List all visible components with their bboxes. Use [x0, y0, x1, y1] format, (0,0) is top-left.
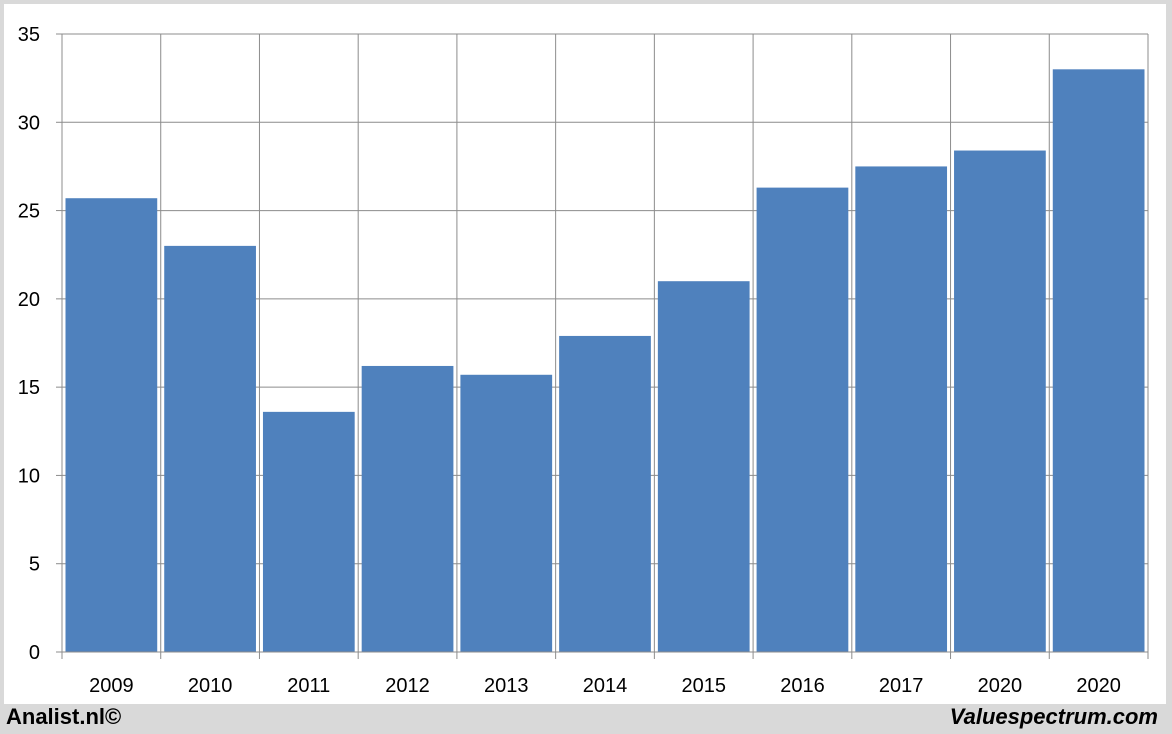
bar-2017-8	[855, 166, 948, 652]
y-tick-label: 15	[18, 377, 40, 399]
source-credit-left: Analist.nl©	[6, 704, 122, 729]
bar-2012-3	[361, 365, 454, 652]
x-tick-label: 2010	[188, 675, 233, 697]
bar-2009-0	[65, 198, 158, 652]
y-tick-label: 10	[18, 465, 40, 487]
bar-2015-6	[657, 281, 750, 652]
bar-2014-5	[559, 335, 651, 652]
axes	[56, 33, 1149, 659]
source-credit-right: Valuespectrum.com	[949, 704, 1158, 729]
x-tick-label: 2020	[978, 675, 1023, 697]
bar-2020-9	[954, 150, 1046, 652]
y-tick-label: 5	[29, 554, 40, 576]
x-tick-label: 2015	[681, 675, 726, 697]
y-tick-labels: 0 5 10 15 20 25 30 35	[18, 24, 40, 664]
x-tick-label: 2017	[879, 675, 924, 697]
y-tick-label: 25	[18, 201, 40, 223]
bars	[65, 69, 1145, 653]
x-tick-label: 2012	[385, 675, 430, 697]
y-tick-label: 0	[29, 642, 40, 664]
y-tick-label: 35	[18, 24, 40, 46]
x-tick-labels: 2009 2010 2011 2012 2013 2014 2015 2016 2017 2020…	[89, 675, 1121, 697]
x-tick-label: 2013	[484, 675, 529, 697]
x-tick-label: 2014	[583, 675, 628, 697]
bar-2020-10	[1052, 69, 1145, 653]
y-tick-label: 30	[18, 112, 40, 134]
y-tick-label: 20	[18, 289, 40, 311]
x-tick-label: 2016	[780, 675, 825, 697]
bar-2016-7	[756, 187, 849, 653]
x-tick-label: 2011	[287, 675, 330, 697]
x-tick-label: 2009	[89, 675, 134, 697]
x-tick-label: 2020	[1076, 675, 1121, 697]
bar-2013-4	[460, 374, 553, 652]
bar-2011-2	[262, 411, 355, 652]
bar-2010-1	[164, 245, 256, 652]
